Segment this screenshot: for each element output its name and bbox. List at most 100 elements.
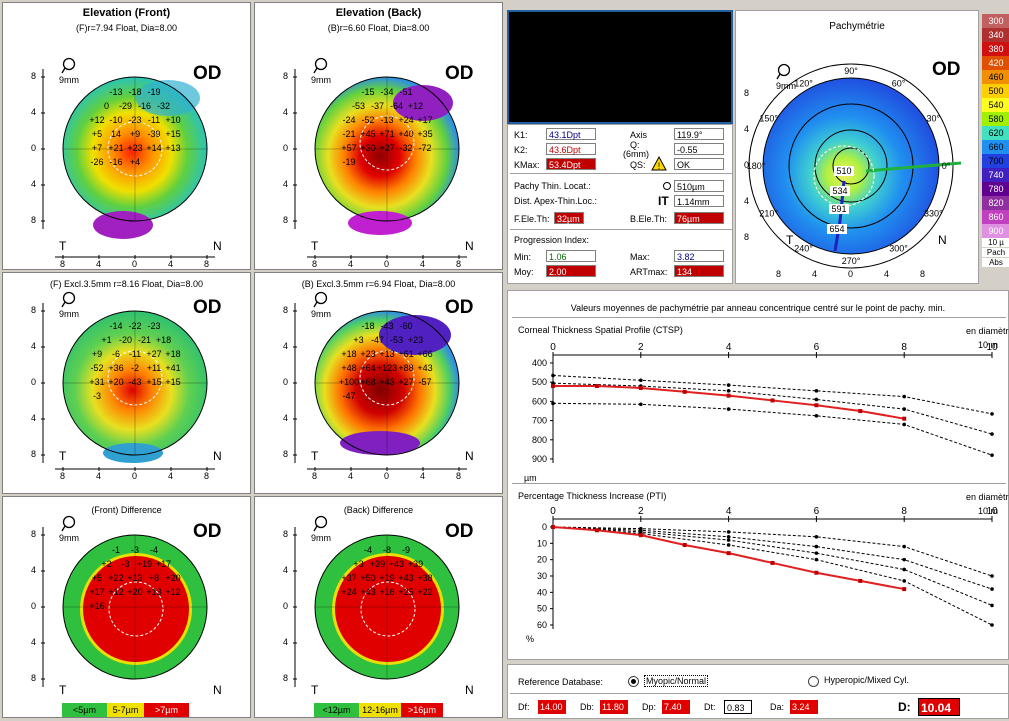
reference-point <box>726 383 731 387</box>
degree-label: 0° <box>942 161 951 171</box>
map-value: +13 <box>379 349 394 359</box>
y-tick-label: 0 <box>542 522 547 532</box>
patient-point <box>902 587 907 592</box>
x-tick-label: 6 <box>814 506 820 517</box>
scale-item: 700 <box>982 154 1009 168</box>
pachy-scale-label: 9mm <box>776 81 796 91</box>
scale-label: 9mm <box>59 533 79 543</box>
map-front-diff-panel[interactable]: (Front) Difference -1 -3 -4 +2 -3 +19 +17 +5 +22… <box>2 496 251 718</box>
map-value: +4 <box>130 157 140 167</box>
magnifier-icon[interactable] <box>313 57 331 75</box>
radio-unchecked-icon[interactable] <box>808 676 819 687</box>
map-value: +11 <box>147 363 162 373</box>
y-tick-label: 500 <box>532 377 547 387</box>
back-excl-map: -18 -43 -60 +3 -47 -53 +23 +18 +23 +13 +61 +66 +48 +6… <box>293 303 467 471</box>
map-value: +19 <box>137 559 152 569</box>
map-front-panel[interactable]: Elevation (Front) (F)r=7.94 Float, Dia=8… <box>2 2 251 270</box>
degree-label: 210° <box>759 209 778 219</box>
patient-point <box>551 384 555 389</box>
y-tick-2: 0 <box>283 377 289 387</box>
qs-value: OK <box>674 158 724 170</box>
reference-point <box>902 422 906 427</box>
map-value: -20 <box>119 335 132 345</box>
pachy-loc-label: Pachy Thin. Locat.: <box>514 181 591 191</box>
map-value: +1 <box>101 335 111 345</box>
n-label: N <box>213 449 222 463</box>
pachy-y-tick-4: 8 <box>744 232 750 242</box>
x-tick-label: 4 <box>726 342 732 353</box>
magnifier-icon[interactable] <box>313 515 331 533</box>
patient-point <box>814 570 819 575</box>
scale-tail-label: 10 µ <box>982 238 1009 247</box>
map-value: -16 <box>138 101 151 111</box>
map-value: -13 <box>380 115 393 125</box>
magnifier-icon[interactable] <box>61 57 79 75</box>
patient-point <box>638 533 643 538</box>
map-value: +20 <box>108 377 123 387</box>
y-tick-label: 400 <box>532 358 547 368</box>
map-front-excl-panel[interactable]: (F) Excl.3.5mm r=8.16 Float, Dia=8.00 -1… <box>2 272 251 494</box>
y-tick-0: 8 <box>31 305 37 315</box>
magnifier-icon[interactable] <box>61 515 79 533</box>
pachymetry-map: 90° 120° 60° 150° 30° 180° 0° 210° 330° 240° 270° 3… <box>747 63 962 269</box>
map-value: -26 <box>90 157 103 167</box>
map-value: -43 <box>128 377 141 387</box>
scale-label: 9mm <box>59 309 79 319</box>
magnifier-icon[interactable] <box>61 291 79 309</box>
back-diff-map: -4 -8 -9 +3 +39 +43 +39 +37 +50 +19 +43 +38 +24 +43 +1… <box>293 527 460 687</box>
reference-point <box>814 397 819 402</box>
fele-label: F.Ele.Th: <box>514 214 550 224</box>
map-value: +12 <box>165 587 180 597</box>
k1-label: K1: <box>514 130 528 140</box>
axis-value: 119.9° <box>674 128 724 140</box>
degree-label: 150° <box>759 114 778 124</box>
progression-label: Progression Index: <box>514 235 590 245</box>
ctsp-title: Corneal Thickness Spatial Profile (CTSP) <box>518 325 683 335</box>
map-back-diff-panel[interactable]: (Back) Difference -4 -8 -9 +3 +39 +43 +39 +37 +5… <box>254 496 503 718</box>
reference-point <box>902 544 906 549</box>
magnifier-icon[interactable] <box>313 291 331 309</box>
scale-label: 9mm <box>311 533 331 543</box>
map-back-excl-panel[interactable]: (B) Excl.3.5mm r=6.94 Float, Dia=8.00 -1… <box>254 272 503 494</box>
radio-checked-icon[interactable] <box>628 676 639 687</box>
map-value: +71 <box>379 129 394 139</box>
reference-point <box>814 414 819 418</box>
k2-label: K2: <box>514 145 528 155</box>
map-value: -64 <box>390 101 403 111</box>
pachy-title: Pachymétrie <box>829 21 885 32</box>
map-value: +15 <box>146 377 161 387</box>
x-tick-0: 8 <box>60 471 66 481</box>
patient-point <box>814 403 819 408</box>
pachymetry-panel[interactable]: Pachymétrie 90° 120° 60° 150° 30° 180° 0° 210° 3… <box>735 10 979 284</box>
od-label: OD <box>193 521 222 542</box>
x-tick-2: 0 <box>132 259 138 269</box>
x-tick-label: 10 <box>986 342 998 353</box>
x-tick-4: 8 <box>204 471 210 481</box>
x-tick-1: 4 <box>96 259 102 269</box>
min-label: Min: <box>514 252 532 262</box>
map-back-panel[interactable]: Elevation (Back) (B)r=6.60 Float, Dia=8.… <box>254 2 503 270</box>
front-elevation-map: -13 -18 -19 0 -29 -16 -32 +12 -10 -23 -11 +10 +5 14 +9… <box>41 69 215 259</box>
magnifier-icon[interactable] <box>776 63 794 81</box>
map-value: -15 <box>361 87 374 97</box>
x-tick-3: 4 <box>168 471 174 481</box>
x-tick-1: 4 <box>348 259 354 269</box>
map-value: -32 <box>399 143 412 153</box>
y-tick-1: 4 <box>283 107 289 117</box>
map-value: -3 <box>93 391 101 401</box>
pachy-x-tick-0: 8 <box>776 269 782 279</box>
degree-label: 240° <box>794 243 813 253</box>
map-value: -39 <box>147 129 160 139</box>
reference-point <box>814 557 819 562</box>
map-value: +100 <box>339 377 359 387</box>
dt-label: Dt: <box>704 702 716 712</box>
od-label: OD <box>193 297 222 318</box>
pachy-y-tick-3: 4 <box>744 196 750 206</box>
ctsp-unit: µm <box>524 473 537 483</box>
pachy-n-label: N <box>938 233 947 247</box>
q-value: -0.55 <box>674 143 724 155</box>
y-tick-3: 4 <box>31 179 37 189</box>
map-value: +25 <box>398 587 413 597</box>
scale-item: 460 <box>982 70 1009 84</box>
front-legend-high: >7µm <box>144 703 189 717</box>
